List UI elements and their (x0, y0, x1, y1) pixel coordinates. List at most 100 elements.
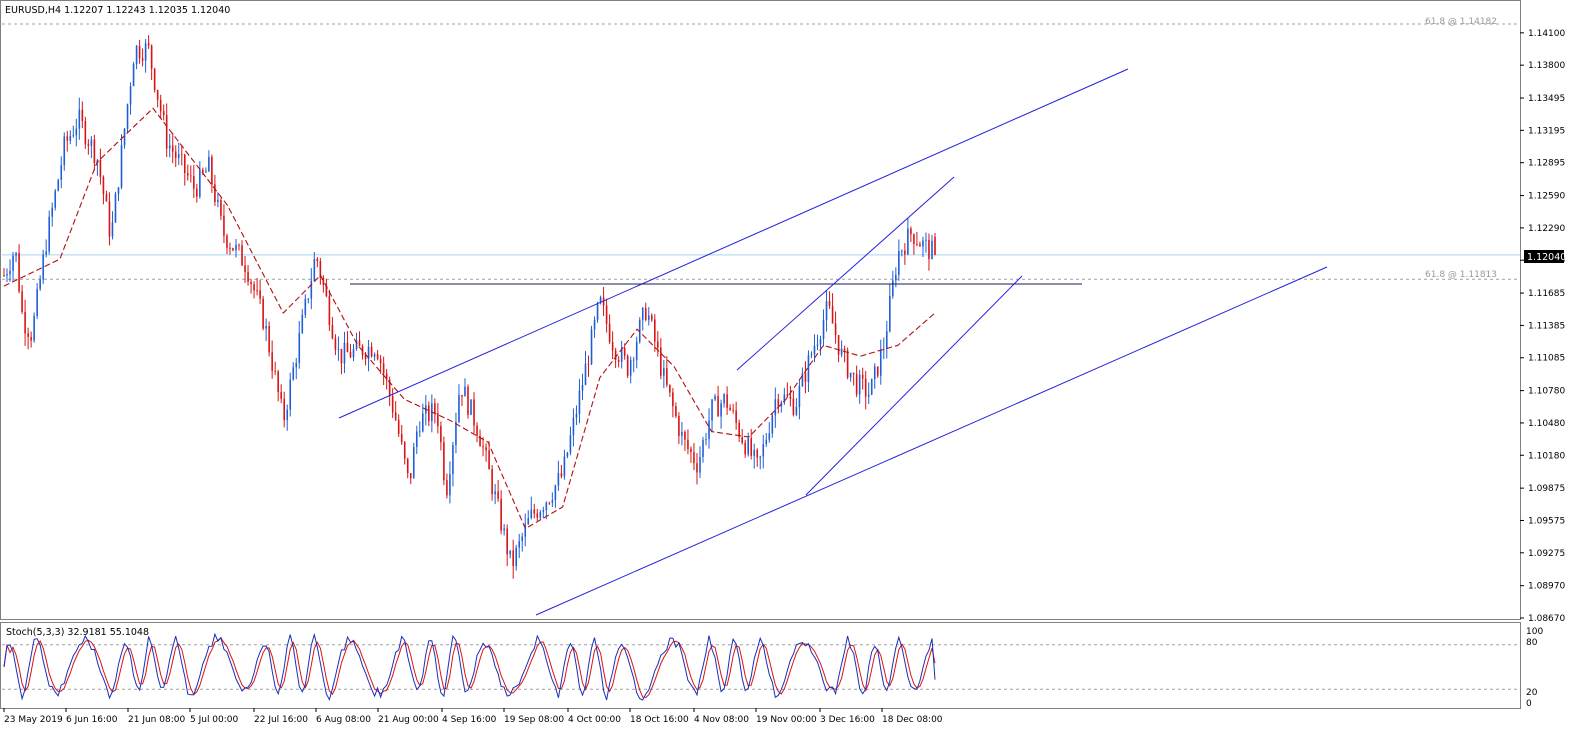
rising-wedge-lower-line[interactable] (805, 275, 1023, 496)
candle (114, 191, 117, 223)
candle (708, 408, 710, 449)
candle (638, 317, 641, 344)
candle-body (301, 314, 304, 333)
candle (527, 510, 530, 525)
candle-body (111, 222, 114, 237)
trendlines[interactable] (338, 68, 1328, 616)
candle-body (379, 359, 382, 364)
candle (506, 524, 508, 567)
candle-body (638, 319, 641, 342)
lower-channel-line[interactable] (535, 266, 1328, 616)
candle (262, 295, 264, 331)
candle (563, 449, 566, 480)
stoch-level-80: 80 (1526, 638, 1538, 648)
candle-body (99, 159, 102, 177)
candle (355, 332, 358, 351)
candle-body (611, 341, 614, 351)
x-tick-label: 23 May 2019 (4, 715, 63, 725)
candle-body (527, 517, 530, 525)
y-tick-label: 1.14100 (1528, 29, 1565, 39)
candle-body (295, 362, 298, 368)
candle-body (901, 250, 903, 252)
candle-body (840, 348, 843, 355)
candle-body (774, 399, 777, 416)
candle-body (428, 405, 430, 422)
candle-body (313, 258, 316, 281)
candle-body (777, 399, 780, 407)
candle-body (292, 367, 295, 380)
candle (569, 426, 572, 456)
candle-body (518, 541, 521, 548)
candle-body (542, 510, 545, 512)
candle-body (60, 165, 63, 180)
candle-body (434, 403, 436, 414)
candle (675, 402, 677, 419)
candle-body (587, 363, 590, 365)
candle-body (916, 244, 918, 245)
candle-body (217, 200, 219, 203)
candle (768, 422, 771, 443)
candle-body (485, 447, 487, 451)
candle (304, 294, 307, 319)
candle-body (440, 426, 442, 443)
candle-body (479, 435, 481, 447)
candle-body (653, 319, 656, 342)
candle (42, 249, 44, 285)
x-tick-label: 4 Sep 16:00 (442, 715, 497, 725)
candle (660, 338, 662, 380)
candle-body (337, 348, 340, 350)
candle (795, 398, 798, 417)
price-axis[interactable]: 1.14100 1.13800 1.13495 1.13195 1.12895 1.125… (1520, 29, 1565, 624)
candle (325, 278, 328, 298)
upper-channel-line[interactable] (338, 68, 1129, 419)
candle (855, 365, 858, 398)
candle (21, 284, 23, 315)
candle (593, 316, 596, 338)
candle (647, 307, 650, 326)
candle (174, 145, 177, 167)
candle-body (783, 394, 786, 403)
candle-body (904, 250, 906, 255)
candle-body (461, 395, 463, 397)
candle-body (144, 43, 147, 61)
time-axis[interactable]: 23 May 2019 6 Jun 16:00 21 Jun 08:00 5 Jul … (3, 708, 943, 725)
candle-body (265, 326, 267, 329)
candle-body (693, 452, 695, 464)
candle-body (343, 342, 346, 364)
candle (177, 142, 180, 165)
candle-body (280, 392, 282, 399)
candle (286, 404, 289, 431)
candle-body (910, 228, 912, 235)
y-tick-label: 1.13195 (1528, 126, 1565, 136)
candle (337, 336, 340, 361)
candle-body (717, 396, 719, 417)
candle-body (421, 413, 424, 432)
candle-body (699, 456, 701, 473)
candle (406, 457, 409, 479)
candle-body (729, 407, 731, 411)
candle-body (837, 335, 840, 355)
candle-body (669, 384, 671, 393)
candle-body (400, 433, 403, 443)
candle (819, 335, 822, 356)
candle-body (27, 333, 29, 337)
candle (156, 89, 159, 108)
candle-body (48, 216, 50, 252)
candle (75, 118, 78, 147)
symbol-header: EURUSD,H4 1.12207 1.12243 1.12035 1.1204… (5, 5, 230, 16)
rising-wedge-upper-line[interactable] (736, 176, 955, 371)
candle (620, 340, 623, 369)
candle-body (879, 349, 882, 376)
candle-body (319, 261, 322, 278)
candle-body (720, 403, 722, 417)
candle-body (81, 109, 84, 121)
candle-body (593, 320, 596, 330)
candle-body (286, 409, 289, 421)
candle-body (57, 179, 60, 191)
candle (409, 473, 412, 485)
candle (684, 430, 686, 451)
candle-body (892, 280, 894, 296)
candle (412, 442, 415, 479)
